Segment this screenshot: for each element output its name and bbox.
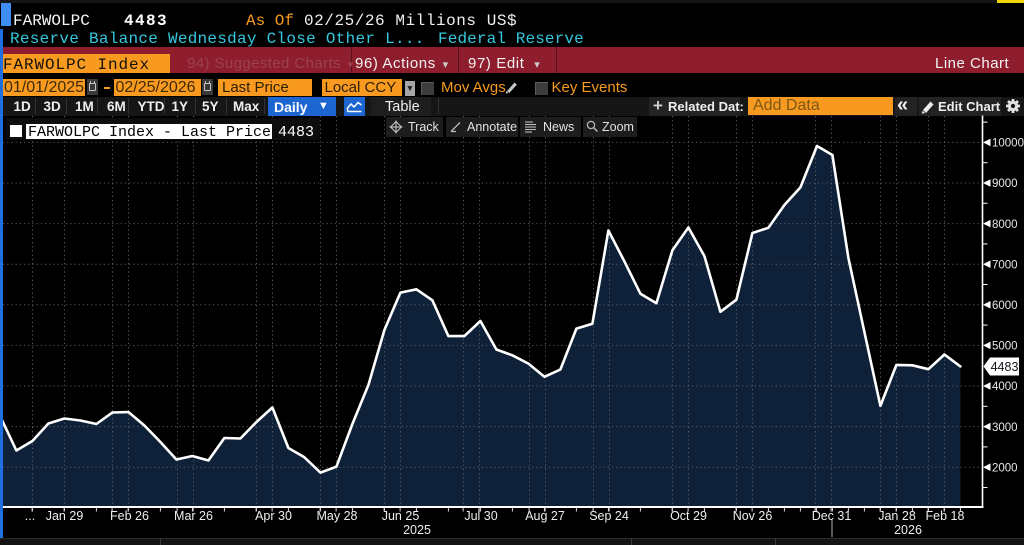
svg-text:Feb 18: Feb 18 — [926, 509, 965, 523]
svg-text:4483: 4483 — [991, 360, 1019, 374]
svg-text:...: ... — [25, 509, 35, 523]
svg-text:8000: 8000 — [992, 219, 1018, 231]
svg-text:Nov 26: Nov 26 — [733, 509, 773, 523]
svg-text:2026: 2026 — [894, 523, 922, 537]
svg-text:Jun 25: Jun 25 — [382, 509, 420, 523]
svg-text:Aug 27: Aug 27 — [525, 509, 565, 523]
svg-text:Jan 28: Jan 28 — [878, 509, 916, 523]
svg-text:Dec 31: Dec 31 — [812, 509, 852, 523]
svg-text:Feb 26: Feb 26 — [110, 509, 149, 523]
svg-text:May 28: May 28 — [317, 509, 358, 523]
svg-text:2000: 2000 — [992, 462, 1018, 474]
svg-text:2025: 2025 — [403, 523, 431, 537]
svg-text:Oct 29: Oct 29 — [670, 509, 707, 523]
svg-text:7000: 7000 — [992, 259, 1018, 271]
svg-text:Jan 29: Jan 29 — [46, 509, 84, 523]
svg-text:Jul 30: Jul 30 — [464, 509, 497, 523]
svg-text:6000: 6000 — [992, 300, 1018, 312]
svg-text:Mar 26: Mar 26 — [174, 509, 213, 523]
svg-text:Apr 30: Apr 30 — [255, 509, 292, 523]
svg-text:Sep 24: Sep 24 — [589, 509, 629, 523]
svg-text:5000: 5000 — [992, 341, 1018, 353]
svg-text:10000: 10000 — [992, 138, 1024, 150]
svg-text:4000: 4000 — [992, 381, 1018, 393]
svg-text:9000: 9000 — [992, 178, 1018, 190]
svg-text:3000: 3000 — [992, 422, 1018, 434]
